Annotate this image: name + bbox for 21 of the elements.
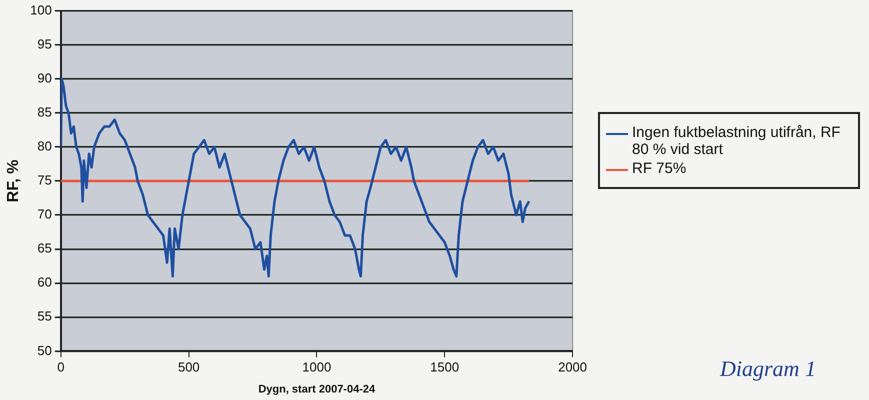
legend-label: RF 75%: [632, 160, 686, 177]
y-tick-label: 85: [37, 104, 52, 120]
y-tick-label: 75: [37, 172, 52, 188]
y-tick-label: 55: [37, 308, 52, 324]
legend-label: Ingen fuktbelastning utifrån, RF 80 % vid start: [632, 124, 842, 158]
y-tick-label: 60: [37, 274, 52, 290]
y-tick-label: 100: [30, 2, 52, 18]
x-tick-label: 1000: [302, 360, 332, 375]
x-tick-label: 2000: [558, 360, 587, 375]
y-tick-label: 65: [37, 240, 52, 256]
x-axis-title: Dygn, start 2007-04-24: [258, 383, 376, 396]
x-tick-label: 500: [178, 360, 200, 375]
y-tick-label: 80: [37, 138, 52, 154]
x-tick-label: 1500: [430, 360, 460, 375]
text: Diagram 1: [720, 356, 816, 382]
y-tick-label: 50: [37, 342, 52, 358]
y-tick-label: 95: [37, 36, 52, 52]
y-tick-label: 70: [37, 206, 52, 222]
y-axis-title: RF, %: [5, 160, 22, 202]
x-tick-label: 0: [57, 360, 65, 375]
y-tick-label: 90: [37, 70, 52, 86]
